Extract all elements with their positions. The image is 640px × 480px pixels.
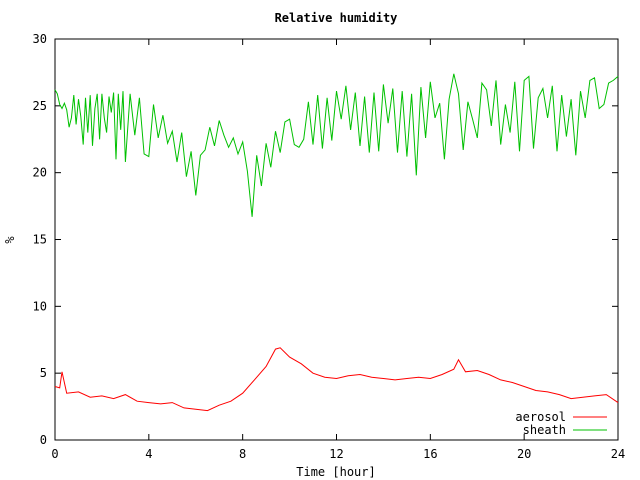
series-line-aerosol (54, 347, 619, 412)
y-tick-label-6: 30 (33, 32, 47, 46)
x-tick-label-1: 4 (145, 447, 152, 461)
x-tick-label-4: 16 (423, 447, 437, 461)
series-layer (54, 73, 619, 412)
y-tick-label-5: 25 (33, 99, 47, 113)
series-line-sheath (54, 73, 619, 217)
axis-ticks: 0 4 8 12 16 20 24 0 5 10 15 20 25 30 (33, 32, 626, 461)
x-tick-label-0: 0 (51, 447, 58, 461)
x-tick-label-6: 24 (611, 447, 625, 461)
y-tick-label-3: 15 (33, 233, 47, 247)
x-tick-label-3: 12 (329, 447, 343, 461)
y-axis-label: % (3, 236, 17, 244)
y-tick-label-1: 5 (40, 366, 47, 380)
legend-label-aerosol: aerosol (515, 410, 566, 424)
chart-title: Relative humidity (275, 11, 398, 25)
x-tick-label-2: 8 (239, 447, 246, 461)
x-tick-label-5: 20 (517, 447, 531, 461)
legend-label-sheath: sheath (523, 423, 566, 437)
x-axis-label: Time [hour] (296, 465, 375, 479)
y-tick-label-0: 0 (40, 433, 47, 447)
y-tick-label-2: 10 (33, 299, 47, 313)
y-tick-label-4: 20 (33, 166, 47, 180)
